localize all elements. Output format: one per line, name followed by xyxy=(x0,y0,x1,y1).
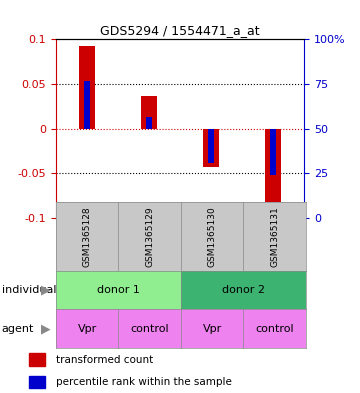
Bar xyxy=(79,46,95,129)
Text: control: control xyxy=(255,323,294,334)
Bar xyxy=(203,129,219,167)
Text: donor 2: donor 2 xyxy=(222,285,265,295)
Title: GDS5294 / 1554471_a_at: GDS5294 / 1554471_a_at xyxy=(100,24,260,37)
Text: donor 1: donor 1 xyxy=(97,285,140,295)
Text: GSM1365131: GSM1365131 xyxy=(270,206,279,267)
Bar xyxy=(29,353,45,366)
Text: percentile rank within the sample: percentile rank within the sample xyxy=(56,377,232,387)
Bar xyxy=(84,81,90,129)
Bar xyxy=(141,95,157,129)
Bar xyxy=(270,129,276,175)
Bar xyxy=(208,129,214,163)
Text: ▶: ▶ xyxy=(41,283,51,297)
Text: Vpr: Vpr xyxy=(77,323,97,334)
Text: GSM1365128: GSM1365128 xyxy=(82,206,91,267)
Text: individual: individual xyxy=(2,285,56,295)
Text: ▶: ▶ xyxy=(41,322,51,335)
Text: control: control xyxy=(130,323,169,334)
Bar xyxy=(146,117,152,129)
Text: transformed count: transformed count xyxy=(56,354,153,365)
Bar xyxy=(265,129,281,203)
Text: GSM1365130: GSM1365130 xyxy=(208,206,217,267)
Text: GSM1365129: GSM1365129 xyxy=(145,206,154,267)
Bar xyxy=(29,376,45,388)
Text: agent: agent xyxy=(2,323,34,334)
Text: Vpr: Vpr xyxy=(203,323,222,334)
